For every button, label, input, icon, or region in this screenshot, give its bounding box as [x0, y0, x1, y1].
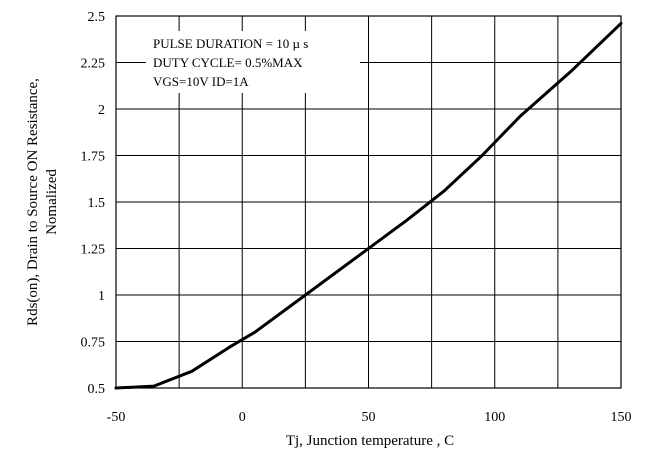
y-axis-label-line2: Nomalized	[44, 169, 60, 235]
y-tick-label: 1	[98, 289, 105, 304]
y-tick-label: 0.5	[88, 382, 106, 397]
y-tick-label: 2.5	[88, 10, 106, 25]
series-line	[114, 21, 623, 390]
plot-frame	[115, 15, 622, 389]
x-tick-label: 50	[362, 410, 376, 425]
y-axis-label-line1: Rds(on), Drain to Source ON Resistance,	[25, 78, 41, 326]
y-tick-label: 0.75	[81, 336, 106, 351]
annotation-line-duty: DUTY CYCLE= 0.5%MAX	[153, 55, 303, 70]
annotation-line-vgs: VGS=10V ID=1A	[153, 74, 249, 89]
y-tick-label: 1.75	[81, 150, 106, 165]
x-tick-labels: -50 0 50 100 150	[107, 410, 632, 425]
y-tick-label: 2	[98, 103, 105, 118]
x-tick-label: 0	[239, 410, 246, 425]
x-axis-label: Tj, Junction temperature , C	[286, 433, 454, 449]
annotation-background	[146, 31, 360, 93]
y-tick-label: 2.25	[81, 57, 106, 72]
annotation-box: PULSE DURATION = 10 µ s DUTY CYCLE= 0.5%…	[146, 31, 360, 93]
y-tick-labels: 0.5 0.75 1 1.25 1.5 1.75 2 2.25 2.5	[81, 10, 106, 397]
annotation-line-pulse: PULSE DURATION = 10 µ s	[153, 36, 308, 51]
y-tick-label: 1.25	[81, 243, 106, 258]
y-tick-label: 1.5	[88, 196, 106, 211]
x-tick-label: 100	[484, 410, 505, 425]
x-tick-label: 150	[611, 410, 632, 425]
x-tick-label: -50	[107, 410, 126, 425]
